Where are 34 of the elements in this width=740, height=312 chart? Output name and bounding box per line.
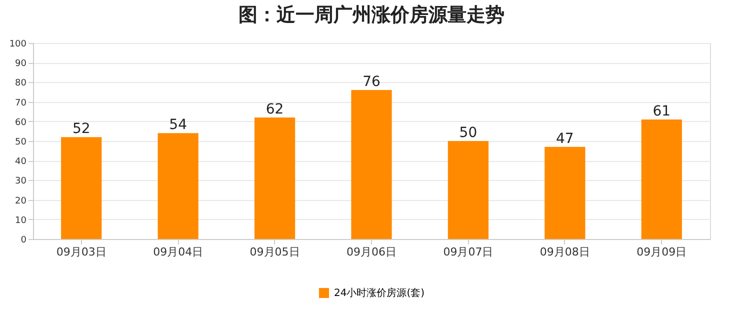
bar bbox=[254, 117, 296, 239]
x-tick-label: 09月05日 bbox=[250, 246, 300, 258]
x-tick-label: 09月03日 bbox=[56, 246, 106, 258]
bar bbox=[641, 119, 682, 239]
data-label: 76 bbox=[362, 74, 380, 90]
x-tick-label: 09月07日 bbox=[443, 246, 494, 258]
y-tick-label: 80 bbox=[15, 78, 27, 89]
x-tick-label: 09月04日 bbox=[153, 246, 204, 258]
bar bbox=[351, 90, 392, 239]
y-tick-label: 40 bbox=[15, 157, 27, 168]
data-label: 52 bbox=[72, 121, 90, 138]
y-tick-label: 70 bbox=[15, 98, 27, 108]
data-label: 61 bbox=[652, 103, 671, 120]
x-tick-label: 09月09日 bbox=[636, 246, 687, 258]
y-tick-label: 0 bbox=[20, 236, 27, 246]
y-tick-label: 60 bbox=[15, 118, 27, 128]
bar bbox=[448, 141, 489, 239]
data-label: 50 bbox=[459, 125, 478, 141]
y-tick-label: 50 bbox=[15, 138, 27, 148]
bar bbox=[544, 146, 586, 239]
x-tick-label: 09月06日 bbox=[346, 246, 396, 258]
y-tick-label: 30 bbox=[15, 176, 27, 187]
data-label: 62 bbox=[266, 101, 284, 118]
data-label: 47 bbox=[556, 130, 574, 147]
legend-label: 24小时涨价房源(套) bbox=[334, 287, 425, 299]
y-tick-label: 10 bbox=[15, 216, 27, 226]
chart-title: 图：近一周广州涨价房源量走势 bbox=[238, 4, 504, 26]
bar bbox=[158, 133, 198, 239]
x-tick-label: 09月08日 bbox=[540, 246, 590, 258]
bar bbox=[61, 137, 102, 239]
y-tick-label: 90 bbox=[15, 59, 27, 70]
y-tick-label: 100 bbox=[9, 40, 27, 50]
y-tick-label: 20 bbox=[15, 196, 27, 206]
data-label: 54 bbox=[169, 117, 188, 134]
